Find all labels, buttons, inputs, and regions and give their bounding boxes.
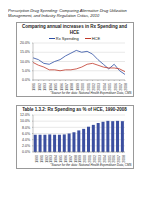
svg-text:1997: 1997	[68, 155, 72, 163]
svg-text:2007: 2007	[119, 83, 123, 91]
svg-text:1995: 1995	[59, 155, 63, 163]
svg-text:2003: 2003	[97, 155, 101, 163]
svg-text:1992: 1992	[44, 155, 48, 163]
svg-text:2.0%: 2.0%	[22, 144, 30, 148]
svg-text:2005: 2005	[107, 155, 111, 163]
svg-text:1991: 1991	[39, 155, 43, 163]
svg-text:0.0%: 0.0%	[22, 150, 30, 154]
svg-text:5.0%: 5.0%	[22, 69, 30, 73]
svg-text:1997: 1997	[64, 83, 68, 91]
svg-text:2006: 2006	[113, 83, 117, 91]
svg-text:1999: 1999	[78, 155, 82, 163]
svg-text:2000: 2000	[83, 155, 87, 163]
svg-text:1991: 1991	[32, 83, 36, 91]
svg-text:2002: 2002	[93, 155, 97, 163]
html-text:*Source for the data: National: *Source for the data: National Health Ex…	[50, 163, 132, 167]
svg-text:1990: 1990	[34, 155, 38, 163]
svg-text:2008: 2008	[124, 83, 128, 91]
svg-text:1994: 1994	[54, 155, 58, 163]
html-text:Prescription Drug Spending: Co: Prescription Drug Spending: Comparing Al…	[8, 8, 127, 18]
html-text:*Source for the data: National: *Source for the data: National Health Ex…	[50, 91, 132, 95]
svg-text:2004: 2004	[102, 155, 106, 163]
svg-text:0.0%: 0.0%	[22, 78, 30, 82]
svg-text:2007: 2007	[117, 155, 121, 163]
svg-text:2006: 2006	[112, 155, 116, 163]
svg-text:6.0%: 6.0%	[22, 132, 30, 136]
svg-text:1998: 1998	[73, 155, 77, 163]
svg-text:1998: 1998	[70, 83, 74, 91]
svg-text:2005: 2005	[108, 83, 112, 91]
html-text:Table 1.3.2: Rx Spending as %: Table 1.3.2: Rx Spending as % of HCE, 19…	[22, 107, 127, 112]
svg-text:15.0%: 15.0%	[20, 50, 30, 54]
html-text:Comparing annual increases in: Comparing annual increases in Rx Spendin…	[22, 24, 127, 35]
svg-text:8.0%: 8.0%	[22, 126, 30, 130]
svg-text:2004: 2004	[102, 83, 106, 91]
svg-text:1996: 1996	[63, 155, 67, 163]
svg-text:2001: 2001	[86, 83, 90, 91]
svg-text:2002: 2002	[92, 83, 96, 91]
svg-text:10.0%: 10.0%	[20, 119, 30, 123]
svg-text:1996: 1996	[59, 83, 63, 91]
svg-text:1995: 1995	[54, 83, 58, 91]
svg-text:10.0%: 10.0%	[20, 60, 30, 64]
svg-text:20.0%: 20.0%	[20, 41, 30, 45]
svg-text:1993: 1993	[49, 155, 53, 163]
svg-text:2008: 2008	[122, 155, 126, 163]
html-text:HCE: HCE	[91, 36, 101, 41]
svg-text:2003: 2003	[97, 83, 101, 91]
html-text:Rx Spending: Rx Spending	[55, 36, 79, 41]
svg-text:1993: 1993	[43, 83, 47, 91]
svg-text:2001: 2001	[88, 155, 92, 163]
svg-text:1999: 1999	[75, 83, 79, 91]
svg-text:12.0%: 12.0%	[20, 113, 30, 117]
svg-text:1994: 1994	[48, 83, 52, 91]
svg-text:4.0%: 4.0%	[22, 138, 30, 142]
svg-text:1992: 1992	[37, 83, 41, 91]
svg-text:2000: 2000	[81, 83, 85, 91]
